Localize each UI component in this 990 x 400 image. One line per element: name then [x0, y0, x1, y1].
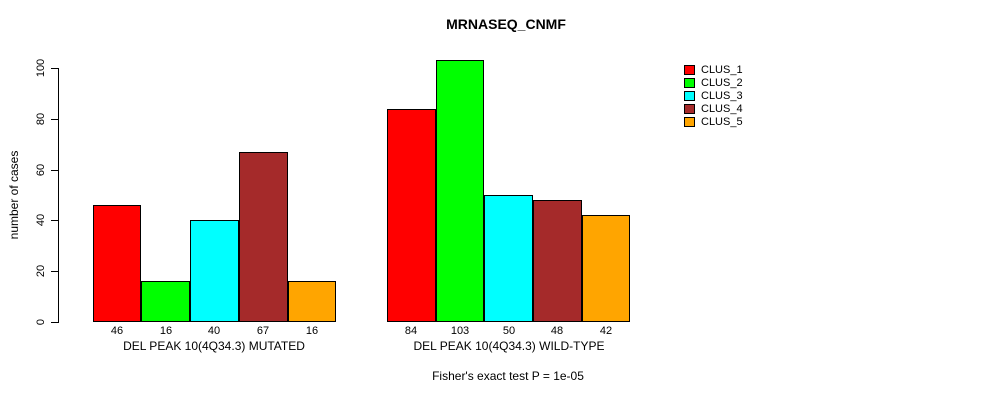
- legend-swatch-icon: [684, 103, 695, 114]
- y-axis-tick-label: 0: [35, 318, 47, 326]
- bar-clus-5-group-2: [582, 215, 630, 322]
- y-axis-tick: [51, 170, 58, 171]
- legend-label: CLUS_4: [701, 102, 743, 115]
- legend-label: CLUS_1: [701, 63, 743, 76]
- legend-label: CLUS_5: [701, 115, 743, 128]
- x-group-label: DEL PEAK 10(4Q34.3) MUTATED: [123, 339, 305, 353]
- legend-item: CLUS_4: [684, 102, 743, 115]
- bar-clus-4-group-1: [239, 152, 288, 322]
- y-axis-tick: [51, 119, 58, 120]
- y-axis-tick: [51, 322, 58, 323]
- bar-value-label: 48: [550, 325, 564, 337]
- y-axis-tick: [51, 220, 58, 221]
- bar-value-label: 16: [305, 325, 319, 337]
- bar-clus-2-group-2: [436, 60, 484, 322]
- chart-title: MRNASEQ_CNMF: [446, 16, 566, 32]
- y-axis-tick: [51, 271, 58, 272]
- bar-value-label: 16: [159, 325, 173, 337]
- legend-swatch-icon: [684, 77, 695, 88]
- legend-item: CLUS_1: [684, 63, 743, 76]
- legend: CLUS_1 CLUS_2 CLUS_3 CLUS_4 CLUS_5: [684, 63, 743, 128]
- y-axis-line: [58, 68, 59, 323]
- bar-clus-3-group-1: [190, 220, 239, 322]
- legend-label: CLUS_2: [701, 76, 743, 89]
- y-axis-tick-label: 20: [35, 264, 47, 278]
- bar-value-label: 46: [110, 325, 124, 337]
- legend-swatch-icon: [684, 90, 695, 101]
- bar-value-label: 103: [450, 325, 470, 337]
- y-axis-tick-label: 80: [35, 112, 47, 126]
- legend-swatch-icon: [684, 116, 695, 127]
- legend-swatch-icon: [684, 64, 695, 75]
- bar-value-label: 40: [207, 325, 221, 337]
- bar-value-label: 67: [256, 325, 270, 337]
- y-axis-tick-label: 60: [35, 163, 47, 177]
- bar-value-label: 84: [404, 325, 418, 337]
- y-axis-tick-label: 40: [35, 213, 47, 227]
- footer-note: Fisher's exact test P = 1e-05: [432, 369, 584, 383]
- bar-clus-1-group-2: [387, 109, 436, 322]
- y-axis-tick: [51, 68, 58, 69]
- legend-label: CLUS_3: [701, 89, 743, 102]
- legend-item: CLUS_5: [684, 115, 743, 128]
- bar-clus-5-group-1: [288, 281, 336, 322]
- bar-clus-3-group-2: [484, 195, 533, 322]
- x-group-label: DEL PEAK 10(4Q34.3) WILD-TYPE: [413, 339, 605, 353]
- bar-clus-1-group-1: [93, 205, 141, 322]
- legend-item: CLUS_3: [684, 89, 743, 102]
- legend-item: CLUS_2: [684, 76, 743, 89]
- bar-value-label: 50: [502, 325, 516, 337]
- bar-clus-4-group-2: [533, 200, 582, 322]
- bar-clus-2-group-1: [141, 281, 190, 322]
- y-axis-tick-label: 100: [35, 58, 47, 78]
- bar-value-label: 42: [599, 325, 613, 337]
